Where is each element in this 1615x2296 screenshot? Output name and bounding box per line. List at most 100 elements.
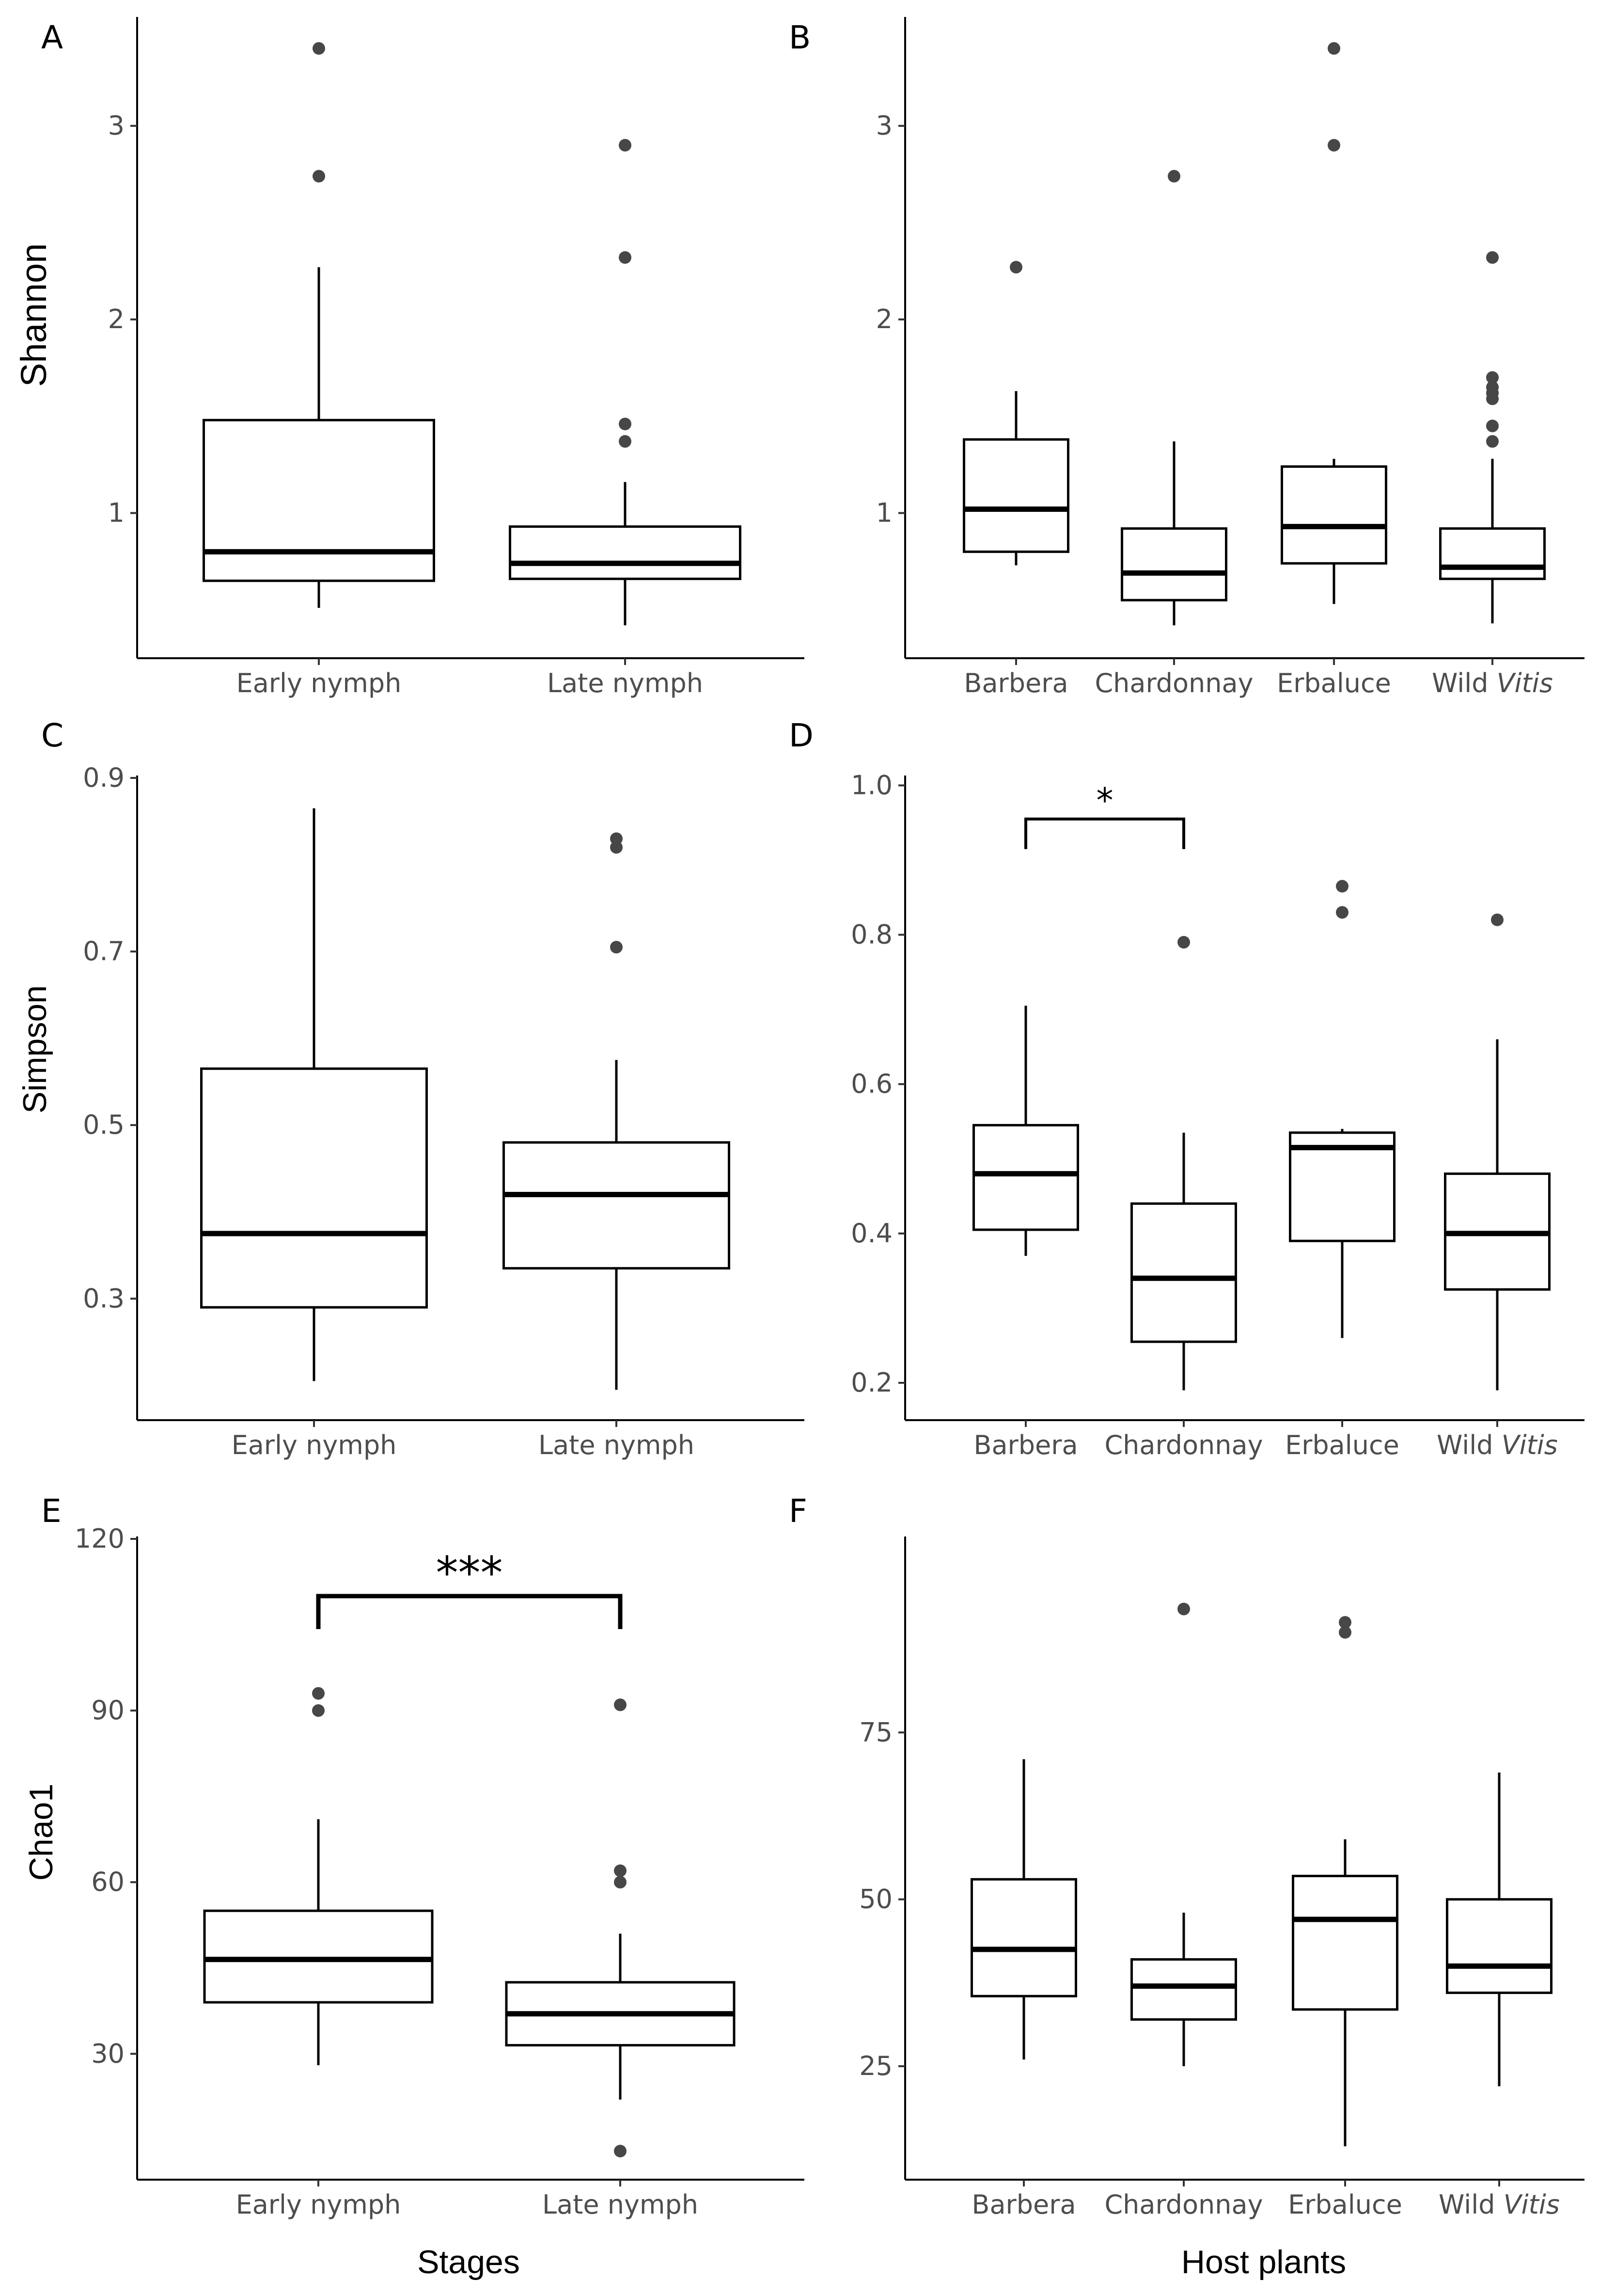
iqr-box [972,1124,1079,1231]
y-axis-title: Simpson [16,985,53,1114]
box-barbera [972,1005,1079,1256]
panel-letter: D [789,717,814,754]
outlier-point [1486,380,1499,394]
outlier-point [1339,1626,1351,1639]
outlier-point [312,1704,325,1717]
significance-bracket [1024,817,1185,849]
box-wild-vitis [1446,1772,1552,2087]
iqr-box [203,1909,434,2004]
iqr-box [1439,527,1546,580]
outlier-point [1486,251,1499,264]
y-tick-label: 90 [91,1695,125,1726]
y-tick-label: 0.4 [851,1218,893,1249]
panel-letter: F [789,1492,807,1530]
significance-label: *** [436,1547,503,1599]
x-tick-label: Early nymph [236,668,402,698]
box-late-nymph [505,1698,736,2157]
y-tick-label: 50 [859,1884,893,1915]
x-tick-label: Late nymph [547,668,703,698]
box-chardonnay [1121,170,1227,626]
box-early-nymph [203,42,435,608]
y-tick-label: 0.8 [851,919,893,950]
x-axis-title-stages: Stages [417,2244,520,2280]
box-early-nymph [200,808,428,1381]
y-tick-label: 3 [876,111,893,141]
panel-letter: C [41,717,63,754]
outlier-point [1177,1602,1190,1615]
y-tick-label: 3 [108,111,125,141]
x-tick-label: Erbaluce [1285,1430,1399,1460]
outlier-point [614,1864,627,1877]
x-tick-label: Chardonnay [1095,668,1253,698]
outlier-point [313,42,325,55]
x-tick-label: Barbera [973,1430,1078,1460]
y-tick-label: 75 [859,1717,893,1747]
y-tick-label: 0.9 [83,762,125,793]
iqr-box [1446,1898,1552,1994]
y-tick-label: 120 [75,1523,125,1554]
iqr-box [1292,1874,1398,2011]
box-barbera [971,1759,1077,2060]
outlier-point [610,941,623,954]
iqr-box [971,1878,1077,1997]
box-erbaluce [1292,1616,1398,2147]
outlier-point [1168,170,1180,183]
significance-bracket [316,1594,623,1630]
outlier-point [619,251,631,264]
outlier-point [1486,435,1499,448]
iqr-box [1121,527,1227,602]
panel-letter: A [41,19,63,56]
y-tick-label: 30 [91,2038,125,2069]
x-tick-label: Erbaluce [1277,668,1391,698]
x-tick-label: Erbaluce [1288,2189,1402,2220]
x-tick-label: Late nymph [542,2189,698,2220]
iqr-box [200,1067,428,1309]
panel-f: F 25 50 75 Barbera Chardonnay Erbaluce Wild Vit… [789,1492,1584,2220]
y-tick-label: 0.5 [83,1109,125,1140]
outlier-point [1486,419,1499,432]
outlier-point [619,435,631,448]
outlier-point [1339,1616,1351,1629]
outlier-point [312,1687,325,1700]
outlier-point [1336,880,1348,893]
y-tick-label: 0.3 [83,1283,125,1314]
box-barbera [963,261,1069,566]
iqr-box [509,525,741,580]
box-chardonnay [1130,1602,1237,2066]
iqr-box [963,438,1069,553]
outlier-point [313,170,325,183]
significance-label: * [1097,781,1113,821]
box-erbaluce [1289,880,1395,1338]
outlier-point [614,2144,627,2157]
panel-letter: B [789,19,811,56]
box-late-nymph [509,139,741,626]
iqr-box [1289,1131,1395,1242]
panel-d: D 0.2 0.4 0.6 0.8 1.0 Barbera Chardonnay Erbaluc… [789,717,1584,1460]
x-tick-label: Early nymph [232,1430,397,1460]
outlier-point [1486,371,1499,384]
x-tick-label: Barbera [972,2189,1076,2220]
x-tick-label: Barbera [964,668,1068,698]
outlier-point [610,832,623,845]
x-tick-label: Wild Vitis [1439,2189,1560,2220]
box-late-nymph [502,832,730,1390]
outlier-point [1336,906,1348,919]
box-early-nymph [203,1687,434,2065]
panel-c: C Simpson 0.3 0.5 0.7 0.9 Early nymph Late nymp… [16,717,804,1460]
outlier-point [1177,935,1190,949]
box-erbaluce [1281,42,1387,604]
y-tick-label: 0.6 [851,1069,893,1099]
x-tick-label: Chardonnay [1104,1430,1263,1460]
outlier-point [1491,913,1504,926]
box-chardonnay [1130,935,1237,1391]
panel-e: E Chao1 30 60 90 120 Early nymph Late nymph *** [23,1492,804,2220]
iqr-box [203,419,435,582]
outlier-point [614,1698,627,1711]
panel-letter: E [41,1492,62,1530]
y-tick-label: 1 [108,497,125,528]
iqr-box [502,1141,730,1270]
outlier-point [1010,261,1022,274]
y-tick-label: 25 [859,2051,893,2081]
iqr-box [1130,1202,1237,1343]
